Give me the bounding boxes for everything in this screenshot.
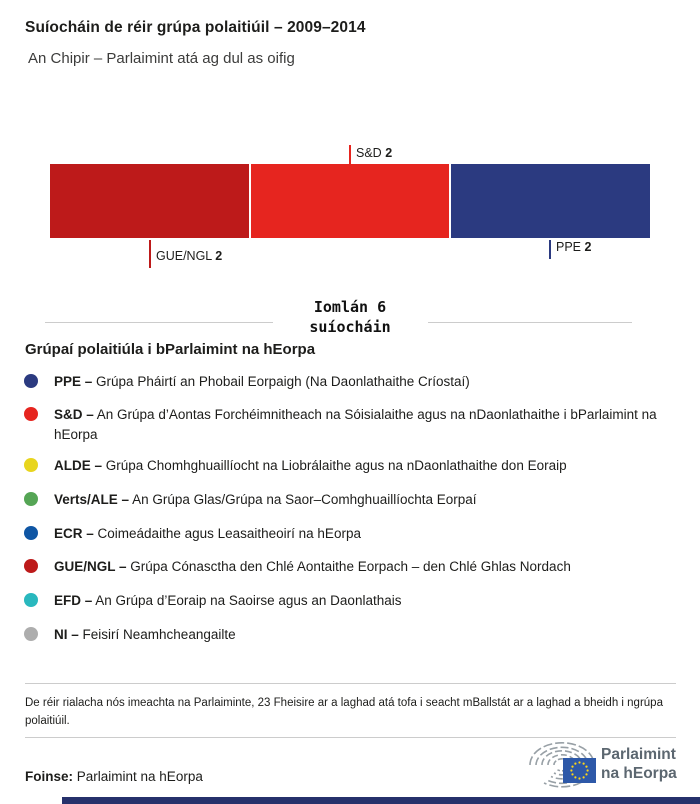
- legend-desc: An Grúpa d’Eoraip na Saoirse agus an Dao…: [95, 593, 402, 608]
- legend-item-ecr: ECR – Coimeádaithe agus Leasaitheoirí na…: [24, 524, 674, 544]
- legend-item-verts-ale: Verts/ALE – An Grúpa Glas/Grúpa na Saor–…: [24, 490, 674, 510]
- legend-abbr: Verts/ALE –: [54, 492, 130, 507]
- footnote: De réir rialacha nós imeachta na Parlaim…: [25, 697, 663, 727]
- legend-desc: Coimeádaithe agus Leasaitheoirí na hEorp…: [97, 526, 361, 541]
- total-rule-right: [428, 322, 632, 323]
- legend-item-ni: NI – Feisirí Neamhcheangailte: [24, 625, 674, 645]
- ni-dot-icon: [24, 627, 38, 641]
- verts-ale-dot-icon: [24, 492, 38, 506]
- efd-dot-icon: [24, 593, 38, 607]
- gue-ngl-callout-tick: [149, 240, 151, 268]
- sd-seats: 2: [385, 146, 393, 160]
- legend-abbr: ALDE –: [54, 458, 103, 473]
- ppe-callout-label: PPE 2: [556, 240, 591, 254]
- alde-dot-icon: [24, 458, 38, 472]
- legend-desc: An Grúpa Glas/Grúpa na Saor–Comhghuaillí…: [132, 492, 477, 507]
- legend-abbr: NI –: [54, 627, 79, 642]
- sd-callout-label: S&D 2: [356, 146, 392, 160]
- legend-desc: Grúpa Pháirtí an Phobail Eorpaigh (Na Da…: [96, 374, 470, 389]
- total-rule-left: [45, 322, 273, 323]
- page-title: Suíocháin de réir grúpa polaitiúil – 200…: [25, 19, 366, 36]
- sd-dot-icon: [24, 407, 38, 421]
- ppe-group: PPE: [556, 240, 582, 254]
- footer-rule-bottom: [25, 737, 676, 738]
- ppe-seats: 2: [584, 240, 592, 254]
- total-line2: suíocháin: [309, 318, 391, 336]
- parliament-hemicycle-icon: [529, 742, 596, 788]
- source-label: Foinse:: [25, 769, 74, 784]
- gue-ngl-seats: 2: [215, 249, 223, 263]
- legend-abbr: ECR –: [54, 526, 94, 541]
- source-line: Foinse: Parlaimint na hEorpa: [25, 769, 203, 784]
- ppe-callout-tick: [549, 240, 551, 259]
- legend-desc: Grúpa Chomhghuaillíocht na Liobrálaithe …: [105, 458, 567, 473]
- logo-line2: na hEorpa: [601, 765, 677, 782]
- legend-item-alde: ALDE – Grúpa Chomhghuaillíocht na Liobrá…: [24, 456, 674, 476]
- source-value: Parlaimint na hEorpa: [73, 769, 203, 784]
- page-subtitle: An Chipir – Parlaimint atá ag dul as oif…: [28, 50, 295, 67]
- parliament-logo-text: Parlaimint na hEorpa: [601, 745, 677, 783]
- sd-group: S&D: [356, 146, 382, 160]
- total-line1: Iomlán 6: [313, 298, 387, 316]
- legend-abbr: S&D –: [54, 407, 94, 422]
- legend-desc: Feisirí Neamhcheangailte: [82, 627, 236, 642]
- legend-item-sd: S&D – An Grúpa d’Aontas Forchéimnitheach…: [24, 405, 674, 445]
- legend-item-gue-ngl: GUE/NGL – Grúpa Cónasctha den Chlé Aonta…: [24, 557, 674, 577]
- bar-segment-ppe: [451, 164, 651, 238]
- legend-item-efd: EFD – An Grúpa d’Eoraip na Saoirse agus …: [24, 591, 674, 611]
- logo-line1: Parlaimint: [601, 746, 676, 763]
- sd-callout-tick: [349, 145, 351, 164]
- gue-ngl-dot-icon: [24, 559, 38, 573]
- legend-heading: Grúpaí polaitiúla i bParlaimint na hEorp…: [25, 341, 316, 358]
- bar-segment-sd: [250, 164, 450, 238]
- ecr-dot-icon: [24, 526, 38, 540]
- bottom-accent-bar: [62, 797, 700, 804]
- legend-desc: Grúpa Cónasctha den Chlé Aontaithe Eorpa…: [130, 559, 571, 574]
- bar-segment-gue-ngl: [50, 164, 249, 238]
- gue-ngl-callout-label: GUE/NGL 2: [156, 249, 222, 263]
- seat-bar: [50, 164, 651, 238]
- legend-abbr: EFD –: [54, 593, 93, 608]
- legend-abbr: PPE –: [54, 374, 93, 389]
- gue-ngl-group: GUE/NGL: [156, 249, 212, 263]
- ppe-dot-icon: [24, 374, 38, 388]
- legend-item-ppe: PPE – Grúpa Pháirtí an Phobail Eorpaigh …: [24, 372, 674, 392]
- footer-rule-top: [25, 683, 676, 684]
- legend-desc: An Grúpa d’Aontas Forchéimnitheach na Só…: [54, 407, 657, 442]
- total-seats: Iomlán 6 suíocháin: [280, 297, 420, 337]
- legend-abbr: GUE/NGL –: [54, 559, 127, 574]
